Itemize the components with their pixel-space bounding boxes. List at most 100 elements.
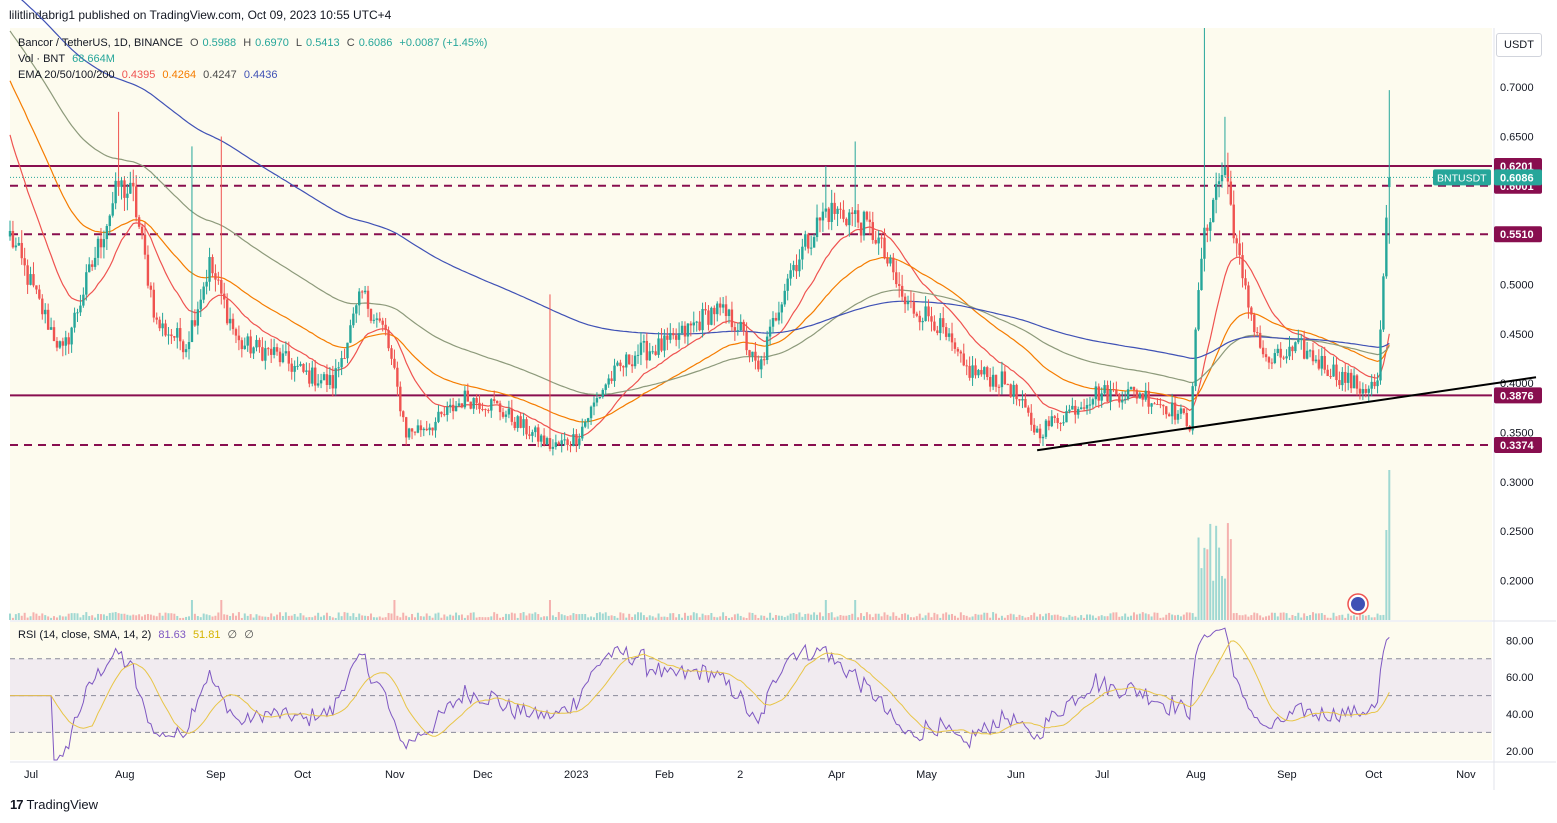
volume-bar bbox=[226, 614, 229, 620]
candle-body bbox=[1329, 376, 1332, 378]
volume-bar bbox=[695, 613, 698, 620]
volume-bar bbox=[120, 613, 123, 620]
candle-body bbox=[1088, 404, 1092, 406]
volume-bar bbox=[105, 615, 108, 620]
candle-body bbox=[666, 335, 669, 340]
volume-bar bbox=[1291, 614, 1294, 620]
volume-bar bbox=[58, 615, 61, 620]
tradingview-logo[interactable]: 17 TradingView bbox=[10, 797, 98, 812]
volume-bar bbox=[1282, 612, 1285, 620]
candle-body bbox=[1170, 402, 1174, 417]
volume-bar bbox=[610, 615, 613, 620]
volume-bar bbox=[701, 613, 704, 620]
volume-bar bbox=[766, 617, 769, 620]
candle-body bbox=[739, 321, 742, 331]
candle-body bbox=[830, 202, 833, 222]
candle-body bbox=[586, 418, 590, 422]
volume-bar bbox=[883, 612, 886, 620]
rsi-sma-line bbox=[10, 640, 1390, 737]
candle-body bbox=[892, 257, 895, 273]
volume-bar bbox=[190, 600, 193, 620]
currency-selector[interactable]: USDT bbox=[1496, 33, 1542, 57]
candle-body bbox=[1165, 406, 1168, 415]
volume-bar bbox=[895, 615, 898, 620]
volume-bar bbox=[830, 612, 833, 620]
volume-bar bbox=[1185, 612, 1188, 620]
candle-body bbox=[792, 264, 795, 271]
rsi-legend: RSI (14, close, SMA, 14, 2) 81.63 51.81 … bbox=[18, 628, 258, 641]
time-tick-label: Nov bbox=[385, 769, 405, 781]
candle-body bbox=[1355, 375, 1359, 389]
candle-body bbox=[1206, 227, 1209, 231]
volume-bar bbox=[839, 615, 842, 620]
volume-bar bbox=[681, 617, 684, 620]
volume-bar bbox=[1241, 615, 1244, 620]
volume-bar bbox=[824, 600, 827, 620]
volume-bar bbox=[1106, 616, 1109, 620]
candle-body bbox=[176, 328, 179, 338]
time-tick-label: Apr bbox=[828, 769, 845, 781]
candle-body bbox=[648, 351, 651, 361]
volume-bar bbox=[1306, 615, 1309, 620]
candle-body bbox=[410, 428, 414, 432]
volume-bar bbox=[548, 600, 551, 620]
candle-body bbox=[657, 338, 660, 355]
volume-bar bbox=[631, 616, 634, 620]
candle-body bbox=[422, 428, 425, 431]
candle-body bbox=[795, 264, 798, 272]
candle-body bbox=[557, 442, 560, 445]
volume-bar bbox=[575, 614, 578, 620]
candle-body bbox=[1267, 357, 1271, 363]
candle-body bbox=[105, 226, 109, 240]
volume-bar bbox=[877, 613, 880, 620]
volume-bar bbox=[592, 617, 595, 620]
candle-body bbox=[311, 367, 314, 384]
volume-bar bbox=[807, 613, 810, 620]
candle-body bbox=[507, 408, 511, 415]
volume-bar bbox=[789, 613, 792, 620]
volume-bar bbox=[141, 616, 144, 620]
candle-body bbox=[1106, 385, 1109, 402]
volume-bar bbox=[584, 613, 587, 620]
attribution-text: lilitlindabrig1 published on TradingView… bbox=[9, 8, 392, 22]
volume-bar bbox=[560, 614, 563, 620]
rsi-label[interactable]: RSI (14, close, SMA, 14, 2) bbox=[18, 629, 152, 641]
candle-body bbox=[123, 180, 126, 198]
volume-bar bbox=[38, 615, 41, 620]
candle-body bbox=[950, 333, 954, 343]
symbol-label[interactable]: Bancor / TetherUS, 1D, BINANCE bbox=[18, 37, 183, 49]
candle-body bbox=[32, 274, 35, 286]
candle-body bbox=[874, 239, 877, 244]
candle-body bbox=[786, 278, 789, 291]
volume-bar bbox=[440, 617, 443, 620]
volume-bar bbox=[772, 617, 775, 620]
candle-body bbox=[1000, 371, 1004, 388]
time-tick-label: Jun bbox=[1007, 769, 1025, 781]
ema100-value: 0.4247 bbox=[203, 69, 237, 81]
candle-body bbox=[924, 306, 927, 322]
candle-body bbox=[763, 359, 766, 361]
volume-bar bbox=[727, 617, 730, 620]
volume-bar bbox=[933, 612, 936, 620]
ema-label[interactable]: EMA 20/50/100/200 bbox=[18, 69, 115, 81]
candle-body bbox=[1279, 348, 1282, 358]
candle-body bbox=[1135, 390, 1139, 399]
volume-bar bbox=[625, 617, 628, 620]
volume-bar bbox=[1021, 615, 1024, 620]
candle-body bbox=[328, 375, 332, 385]
volume-bar bbox=[290, 615, 293, 620]
volume-bar bbox=[85, 612, 88, 620]
volume-bar bbox=[936, 614, 939, 620]
candle-body bbox=[252, 347, 255, 354]
volume-bar bbox=[719, 616, 722, 620]
candle-body bbox=[117, 180, 120, 187]
candle-body bbox=[1018, 399, 1021, 401]
candle-body bbox=[1112, 389, 1115, 391]
volume-bar bbox=[1285, 613, 1288, 620]
candle-body bbox=[337, 367, 340, 369]
volume-label[interactable]: Vol · BNT bbox=[18, 53, 66, 65]
volume-bar bbox=[223, 614, 226, 620]
volume-bar bbox=[390, 613, 393, 620]
candle-body bbox=[1209, 222, 1212, 231]
